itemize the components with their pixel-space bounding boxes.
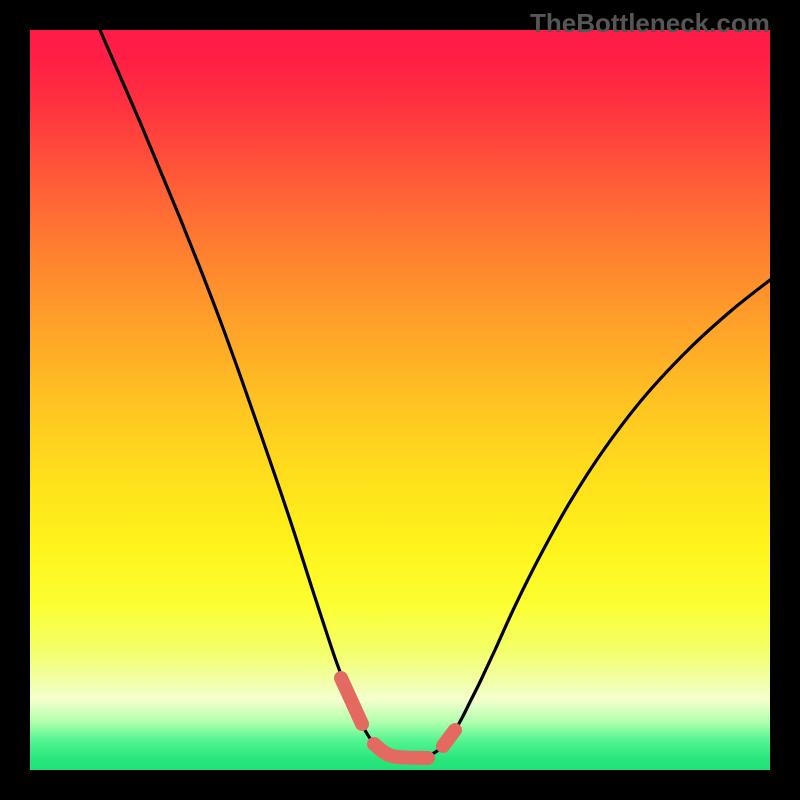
watermark-text: TheBottleneck.com [530, 8, 770, 39]
plot-area [30, 30, 770, 770]
gradient-background [30, 30, 770, 770]
plot-svg [30, 30, 770, 770]
highlight-dash-2 [443, 730, 455, 746]
chart-frame: TheBottleneck.com [0, 0, 800, 800]
